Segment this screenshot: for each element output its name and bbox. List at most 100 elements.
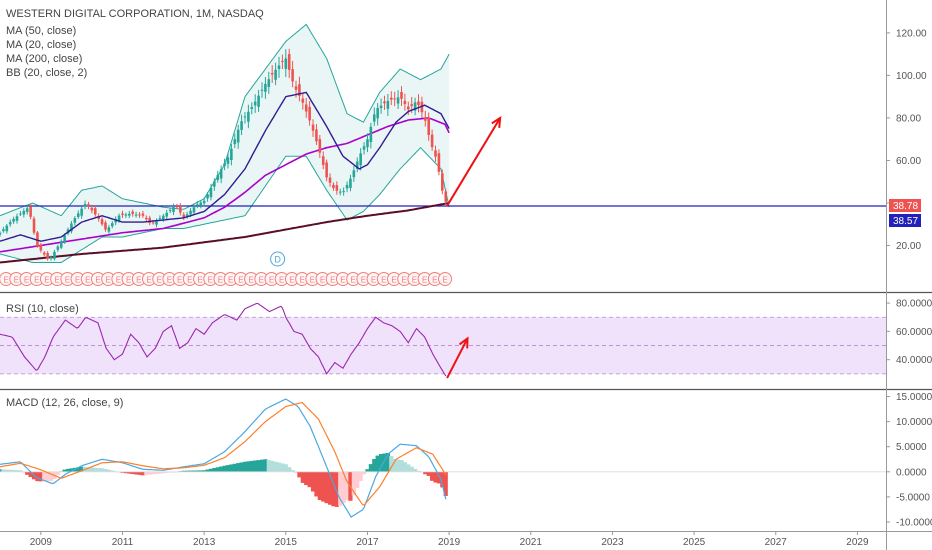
macd-histogram-bar xyxy=(283,464,288,472)
dividend-marker xyxy=(270,251,286,267)
candle-body xyxy=(53,251,56,259)
candle-body xyxy=(253,101,257,106)
macd-histogram-bar xyxy=(395,459,401,472)
candle-body xyxy=(90,207,94,211)
macd-histogram-bar xyxy=(307,471,312,488)
candle-body xyxy=(352,170,356,178)
earnings-marker-label: E xyxy=(442,276,447,285)
candle-body xyxy=(12,218,15,222)
macd-histogram-bar xyxy=(392,458,397,472)
candle-body xyxy=(393,98,396,100)
candle-body xyxy=(236,129,240,143)
candle-body xyxy=(250,107,254,109)
candle-body xyxy=(63,235,66,242)
macd-histogram-bar xyxy=(157,471,163,474)
macd-histogram-bar xyxy=(270,460,275,472)
candle-body xyxy=(427,117,431,135)
time-tick-label: 2011 xyxy=(112,537,134,548)
candle-body xyxy=(349,178,352,189)
candle-body xyxy=(294,86,298,90)
candle-body xyxy=(355,161,359,169)
earnings-marker-label: E xyxy=(432,276,437,285)
earnings-marker-label: E xyxy=(136,276,141,285)
candle-body xyxy=(274,69,277,80)
candle-body xyxy=(372,114,376,122)
macd-histogram-bar xyxy=(406,464,411,472)
earnings-marker-label: E xyxy=(197,276,202,285)
macd-histogram-bar xyxy=(55,471,60,476)
candle-body xyxy=(386,100,390,109)
macd-histogram-bar xyxy=(351,471,356,496)
candle-body xyxy=(301,98,305,103)
candle-body xyxy=(124,214,128,216)
macd-histogram-bar xyxy=(208,468,214,472)
earnings-marker-label: E xyxy=(269,276,274,285)
candle-body xyxy=(424,117,427,121)
earnings-marker-label: E xyxy=(238,276,243,285)
macd-histogram-bar xyxy=(273,461,278,472)
macd-histogram-bar xyxy=(0,469,3,472)
earnings-marker-label: E xyxy=(3,276,8,285)
macd-histogram-bar xyxy=(276,462,282,472)
macd-histogram-bar xyxy=(236,463,241,472)
macd-histogram-bar xyxy=(382,453,387,472)
earnings-marker-label: E xyxy=(340,276,345,285)
macd-histogram-bar xyxy=(120,471,125,473)
price-trend-arrow-head xyxy=(491,115,502,128)
earnings-marker-label: E xyxy=(177,276,182,285)
legend: WESTERN DIGITAL CORPORATION, 1M, NASDAQ … xyxy=(6,8,264,409)
macd-histogram-bar xyxy=(249,460,254,472)
candle-body xyxy=(131,211,134,214)
time-tick-label: 2015 xyxy=(275,537,298,548)
macd-histogram-bar xyxy=(304,471,309,486)
candle-body xyxy=(0,232,2,235)
time-tick-label: 2017 xyxy=(356,537,379,548)
candle-body xyxy=(257,95,260,107)
candle-body xyxy=(359,153,362,166)
time-tick-label: 2019 xyxy=(438,537,461,548)
candle-body xyxy=(46,253,49,259)
macd-histogram-bar xyxy=(28,471,33,478)
rsi-tick-label: 40.0000 xyxy=(896,355,932,366)
rsi-pane[interactable] xyxy=(0,302,886,379)
macd-pane[interactable] xyxy=(0,398,886,518)
earnings-marker-label: E xyxy=(85,276,90,285)
macd-histogram-bar xyxy=(378,454,384,472)
legend-ma20: MA (20, close) xyxy=(6,39,76,51)
legend-macd: MACD (12, 26, close, 9) xyxy=(6,397,123,409)
candle-body xyxy=(335,185,339,191)
candle-body xyxy=(206,194,209,199)
macd-histogram-bar xyxy=(293,471,299,474)
candle-body xyxy=(56,246,60,250)
candle-body xyxy=(219,169,223,179)
macd-histogram-bar xyxy=(202,470,207,472)
candle-body xyxy=(260,89,264,91)
earnings-marker-label: E xyxy=(330,276,335,285)
macd-histogram-bar xyxy=(246,461,251,472)
ma20-line xyxy=(0,91,450,242)
macd-histogram-bar xyxy=(355,471,360,489)
candle-body xyxy=(284,58,288,69)
candle-body xyxy=(420,101,424,113)
macd-histogram-bar xyxy=(334,471,339,507)
candle-body xyxy=(233,139,237,145)
rsi-tick-label: 60.0000 xyxy=(896,327,932,338)
candle-body xyxy=(22,210,26,215)
earnings-marker-label: E xyxy=(381,276,386,285)
earnings-marker-label: E xyxy=(371,276,376,285)
candle-body xyxy=(110,223,114,227)
candle-body xyxy=(29,206,32,217)
earnings-marker-label: E xyxy=(116,276,121,285)
candle-body xyxy=(2,229,5,232)
candle-body xyxy=(315,129,318,142)
macd-histogram-bar xyxy=(225,465,231,472)
macd-histogram-bar xyxy=(212,468,217,472)
macd-tick-label: -5.0000 xyxy=(896,492,930,503)
macd-histogram-bar xyxy=(59,470,64,472)
last-price-tag: 38.78 xyxy=(893,201,918,212)
candle-body xyxy=(168,209,172,211)
macd-histogram-bar xyxy=(239,462,244,472)
macd-histogram-bar xyxy=(205,469,210,472)
